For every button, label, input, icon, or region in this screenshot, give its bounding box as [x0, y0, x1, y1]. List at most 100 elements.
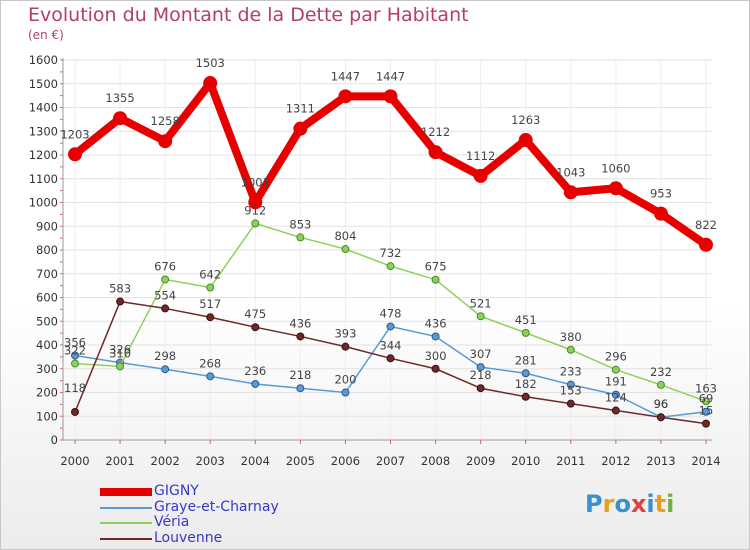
data-label-graye: 326	[109, 343, 131, 357]
data-point-graye	[71, 351, 79, 360]
data-label-veria: 912	[244, 203, 266, 217]
data-point-graye	[521, 369, 530, 378]
y-tick-label: 1200	[29, 148, 58, 162]
data-point-veria	[116, 362, 125, 371]
data-point-louvenne	[476, 384, 485, 393]
data-point-louvenne	[566, 399, 575, 408]
data-point-veria	[161, 275, 170, 284]
data-point-veria	[251, 219, 260, 228]
x-tick-label: 2007	[376, 454, 405, 468]
y-tick-label: 600	[36, 291, 58, 305]
data-label-veria: 853	[289, 217, 311, 231]
legend-label-gigny: GIGNY	[154, 483, 199, 499]
data-point-gigny	[248, 195, 263, 210]
data-point-louvenne	[702, 419, 710, 428]
data-point-gigny	[383, 89, 398, 104]
legend-swatch-graye	[100, 506, 152, 509]
x-tick-label: 2000	[60, 454, 89, 468]
legend-swatch-louvenne	[100, 537, 152, 540]
y-tick-label: 800	[36, 243, 58, 257]
logo-letter: t	[654, 490, 667, 518]
data-point-louvenne	[116, 297, 125, 306]
y-tick-label: 900	[36, 219, 58, 233]
data-label-veria: 676	[154, 259, 176, 273]
data-label-gigny: 1112	[466, 149, 495, 163]
x-tick-label: 2014	[691, 454, 720, 468]
data-label-veria: 521	[470, 296, 492, 310]
data-label-graye: 307	[470, 347, 492, 361]
data-point-graye	[476, 363, 485, 372]
data-label-gigny: 1447	[376, 69, 405, 83]
data-label-louvenne: 344	[380, 338, 402, 352]
y-tick-label: 1600	[29, 53, 58, 67]
x-tick-label: 2002	[151, 454, 180, 468]
logo-letter: P	[585, 490, 603, 518]
data-point-veria	[656, 380, 665, 389]
logo-letter: i	[646, 490, 655, 518]
data-label-graye: 96	[654, 397, 669, 411]
data-label-graye: 478	[380, 306, 402, 320]
data-label-graye: 69	[699, 392, 714, 406]
data-point-veria	[611, 365, 620, 374]
data-label-graye: 218	[289, 368, 311, 382]
data-point-graye	[341, 388, 350, 397]
data-point-gigny	[158, 134, 173, 149]
data-point-graye	[161, 365, 170, 374]
data-label-gigny: 1203	[60, 127, 89, 141]
data-label-louvenne: 182	[515, 377, 537, 391]
data-label-louvenne: 554	[154, 288, 176, 302]
data-label-veria: 804	[334, 229, 356, 243]
data-point-gigny	[518, 133, 533, 148]
data-point-veria	[476, 312, 485, 321]
x-tick-label: 2013	[646, 454, 675, 468]
data-point-graye	[206, 372, 215, 381]
data-label-gigny: 1447	[331, 69, 360, 83]
logo-letter: x	[630, 490, 647, 518]
y-tick-label: 1500	[29, 77, 58, 91]
data-label-veria: 675	[425, 260, 447, 274]
data-label-veria: 642	[199, 268, 221, 282]
data-label-gigny: 1258	[151, 114, 180, 128]
data-label-gigny: 1311	[286, 102, 315, 116]
x-tick-label: 2012	[601, 454, 630, 468]
data-label-gigny: 1001	[241, 175, 270, 189]
legend-swatch-gigny	[100, 488, 152, 496]
data-label-louvenne: 475	[244, 307, 266, 321]
y-tick-label: 700	[36, 267, 58, 281]
data-label-louvenne: 436	[289, 316, 311, 330]
data-label-louvenne: 517	[199, 297, 221, 311]
data-label-gigny: 1060	[601, 161, 630, 175]
data-point-louvenne	[431, 364, 440, 373]
data-point-graye	[566, 380, 575, 389]
data-point-louvenne	[656, 413, 665, 422]
data-point-veria	[702, 397, 710, 406]
x-tick-label: 2006	[331, 454, 360, 468]
legend-label-graye: Graye-et-Charnay	[154, 498, 279, 515]
data-point-louvenne	[386, 354, 395, 363]
data-point-graye	[251, 379, 260, 388]
data-label-louvenne: 118	[64, 381, 86, 395]
data-label-gigny: 822	[695, 218, 717, 232]
data-point-louvenne	[611, 406, 620, 415]
data-label-louvenne: 218	[470, 368, 492, 382]
legend-label-louvenne: Louvenne	[154, 529, 223, 546]
x-tick-label: 2001	[105, 454, 134, 468]
data-label-veria: 310	[109, 346, 131, 360]
data-point-louvenne	[161, 304, 170, 313]
x-tick-label: 2005	[286, 454, 315, 468]
data-label-graye: 356	[64, 335, 86, 349]
data-point-graye	[431, 332, 440, 341]
data-label-veria: 232	[650, 365, 672, 379]
y-tick-label: 500	[36, 314, 58, 328]
data-point-louvenne	[296, 332, 305, 341]
data-point-veria	[71, 359, 79, 368]
legend-swatch-veria	[100, 522, 152, 524]
data-point-graye	[296, 384, 305, 393]
x-tick-label: 2011	[556, 454, 585, 468]
data-point-louvenne	[251, 323, 260, 332]
data-label-gigny: 1212	[421, 125, 450, 139]
data-point-gigny	[293, 121, 308, 136]
logo-letter: o	[614, 490, 631, 518]
